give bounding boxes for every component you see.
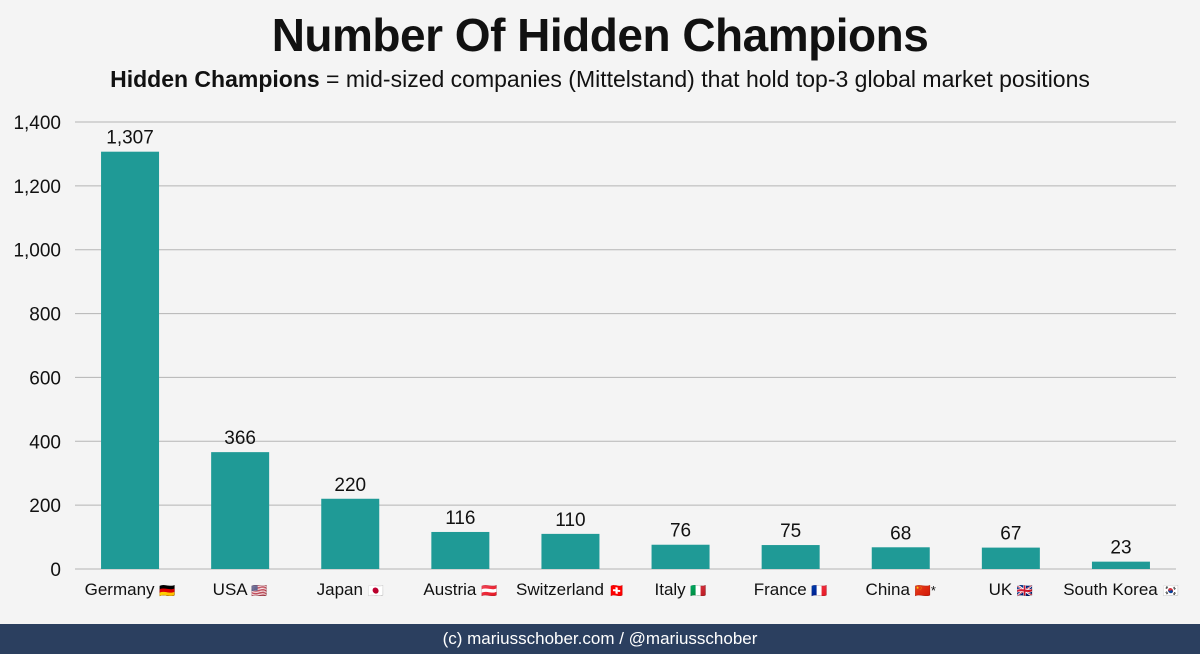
bar [1091,561,1150,569]
data-label: 76 [670,521,691,542]
x-tick-label: USA 🇺🇸 [213,580,268,599]
chart-title: Number Of Hidden Champions [271,9,929,61]
footer-credit: (c) mariusschober.com / @mariusschober [0,624,1200,654]
data-label: 23 [1110,538,1131,559]
bar [431,531,490,569]
bar [761,545,820,569]
y-tick-label: 200 [29,496,61,517]
bar [981,547,1040,569]
data-label: 68 [890,523,911,544]
bar [871,547,930,569]
x-tick-label: South Korea 🇰🇷 [1063,580,1178,599]
chart-subtitle: Hidden Champions = mid-sized companies (… [0,66,1200,93]
x-tick-label: Germany 🇩🇪 [85,580,176,599]
x-tick-label: Switzerland 🇨🇭 [516,580,625,599]
y-tick-label: 400 [29,432,61,453]
x-tick-label: China 🇨🇳* [866,580,936,599]
x-tick-label: Italy 🇮🇹 [655,580,707,599]
data-label: 1,307 [106,128,154,149]
subtitle-term: Hidden Champions [110,66,320,92]
y-tick-label: 800 [29,305,61,326]
data-label: 220 [334,475,366,496]
subtitle-definition: = mid-sized companies (Mittelstand) that… [319,66,1090,92]
bar [101,151,160,569]
x-tick-label: UK 🇬🇧 [989,580,1034,599]
bar-chart: 0 200 400 600 800 1,000 1,200 1,400 1,307 Germany… [13,113,1178,599]
y-tick-label: 0 [50,560,61,581]
bar [541,533,600,569]
data-label: 67 [1000,524,1021,545]
bar [211,452,270,569]
x-tick-label: Japan 🇯🇵 [317,580,384,599]
x-tick-label: France 🇫🇷 [754,580,828,599]
data-label: 116 [445,508,475,529]
y-tick-label: 1,000 [13,241,61,262]
y-tick-label: 600 [29,368,61,389]
bar [321,498,380,569]
data-label: 366 [224,428,256,449]
x-tick-label: Austria 🇦🇹 [423,580,497,599]
data-label: 110 [555,510,585,531]
data-label: 75 [780,521,801,542]
y-tick-label: 1,400 [13,113,61,134]
y-tick-label: 1,200 [13,177,61,198]
bar [651,544,710,569]
